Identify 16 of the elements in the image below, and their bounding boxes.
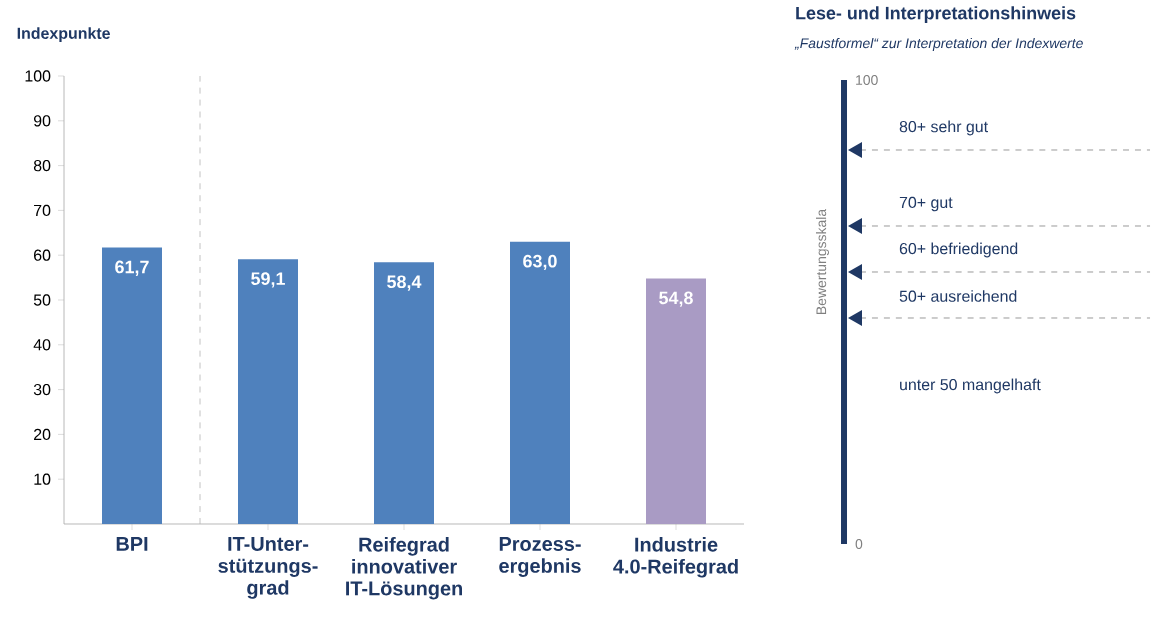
text: Lese- und Interpretationshinweis	[796, 6, 1076, 23]
data-label: 59,1	[251, 272, 285, 288]
x-tick-label: BPI	[116, 537, 148, 551]
x-tick-label: IT-Unter-stützungs-grad	[218, 537, 318, 599]
data-label: 61,7	[115, 260, 149, 276]
data-label: 63,0	[523, 254, 557, 271]
bar	[510, 241, 570, 524]
bar	[646, 278, 706, 524]
bar	[238, 259, 298, 524]
bar	[102, 247, 162, 524]
data-label: 58,4	[387, 275, 422, 291]
x-tick-label: Industrie 4.0-Reifegrad	[613, 537, 738, 578]
x-tick-label: Prozess-ergebnis	[499, 537, 581, 577]
data-label: 54,8	[659, 291, 693, 307]
bar	[374, 262, 434, 524]
x-tick-label: Reifegrad innovativer IT-Lösungen	[346, 537, 462, 600]
